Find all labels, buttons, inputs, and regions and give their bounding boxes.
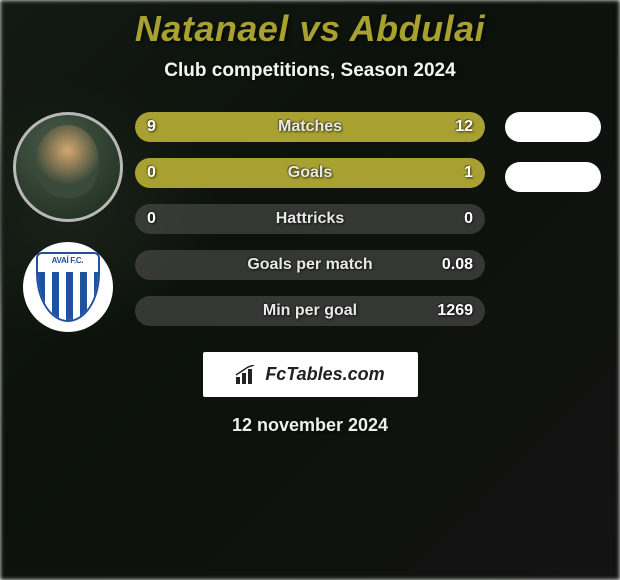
player-left-name: Natanael [135,8,289,49]
stat-bars: Matches912Goals01Hattricks00Goals per ma… [135,112,485,342]
stat-row: Min per goal1269 [135,296,485,326]
right-column [485,112,620,192]
left-column: AVAÍ F.C. [0,112,135,332]
player-right-name: Abdulai [350,8,486,49]
blank-pill [505,112,601,142]
vs-text: vs [299,8,340,49]
stat-label: Goals per match [135,250,485,280]
date-text: 12 november 2024 [0,415,620,436]
club-shield-text: AVAÍ F.C. [38,256,98,265]
content-overlay: Natanael vs Abdulai Club competitions, S… [0,0,620,580]
stat-row: Goals per match0.08 [135,250,485,280]
stat-value-left: 0 [147,158,156,188]
stat-value-left: 0 [147,204,156,234]
club-shield-icon: AVAÍ F.C. [36,252,100,322]
stat-label: Goals [135,158,485,188]
player-avatar [13,112,123,222]
stat-value-right: 12 [455,112,473,142]
stat-value-left: 9 [147,112,156,142]
stat-label: Matches [135,112,485,142]
stat-value-right: 0.08 [442,250,473,280]
stat-value-right: 1 [464,158,473,188]
stat-row: Goals0 1 [135,158,485,188]
page-title: Natanael vs Abdulai [0,8,620,50]
subtitle: Club competitions, Season 2024 [0,60,620,82]
comparison-chart: AVAÍ F.C. Matches912Goals01Hattricks00Go… [0,112,620,342]
watermark-badge[interactable]: FcTables.com [203,352,418,397]
stat-label: Min per goal [135,296,485,326]
chart-icon [235,365,259,385]
stat-row: Hattricks0 0 [135,204,485,234]
stat-value-right: 0 [464,204,473,234]
club-badge: AVAÍ F.C. [23,242,113,332]
stat-label: Hattricks [135,204,485,234]
avatar-silhouette [36,125,98,198]
stat-row: Matches9 12 [135,112,485,142]
watermark-text: FcTables.com [265,364,384,385]
stat-value-right: 1269 [437,296,473,326]
blank-pill [505,162,601,192]
